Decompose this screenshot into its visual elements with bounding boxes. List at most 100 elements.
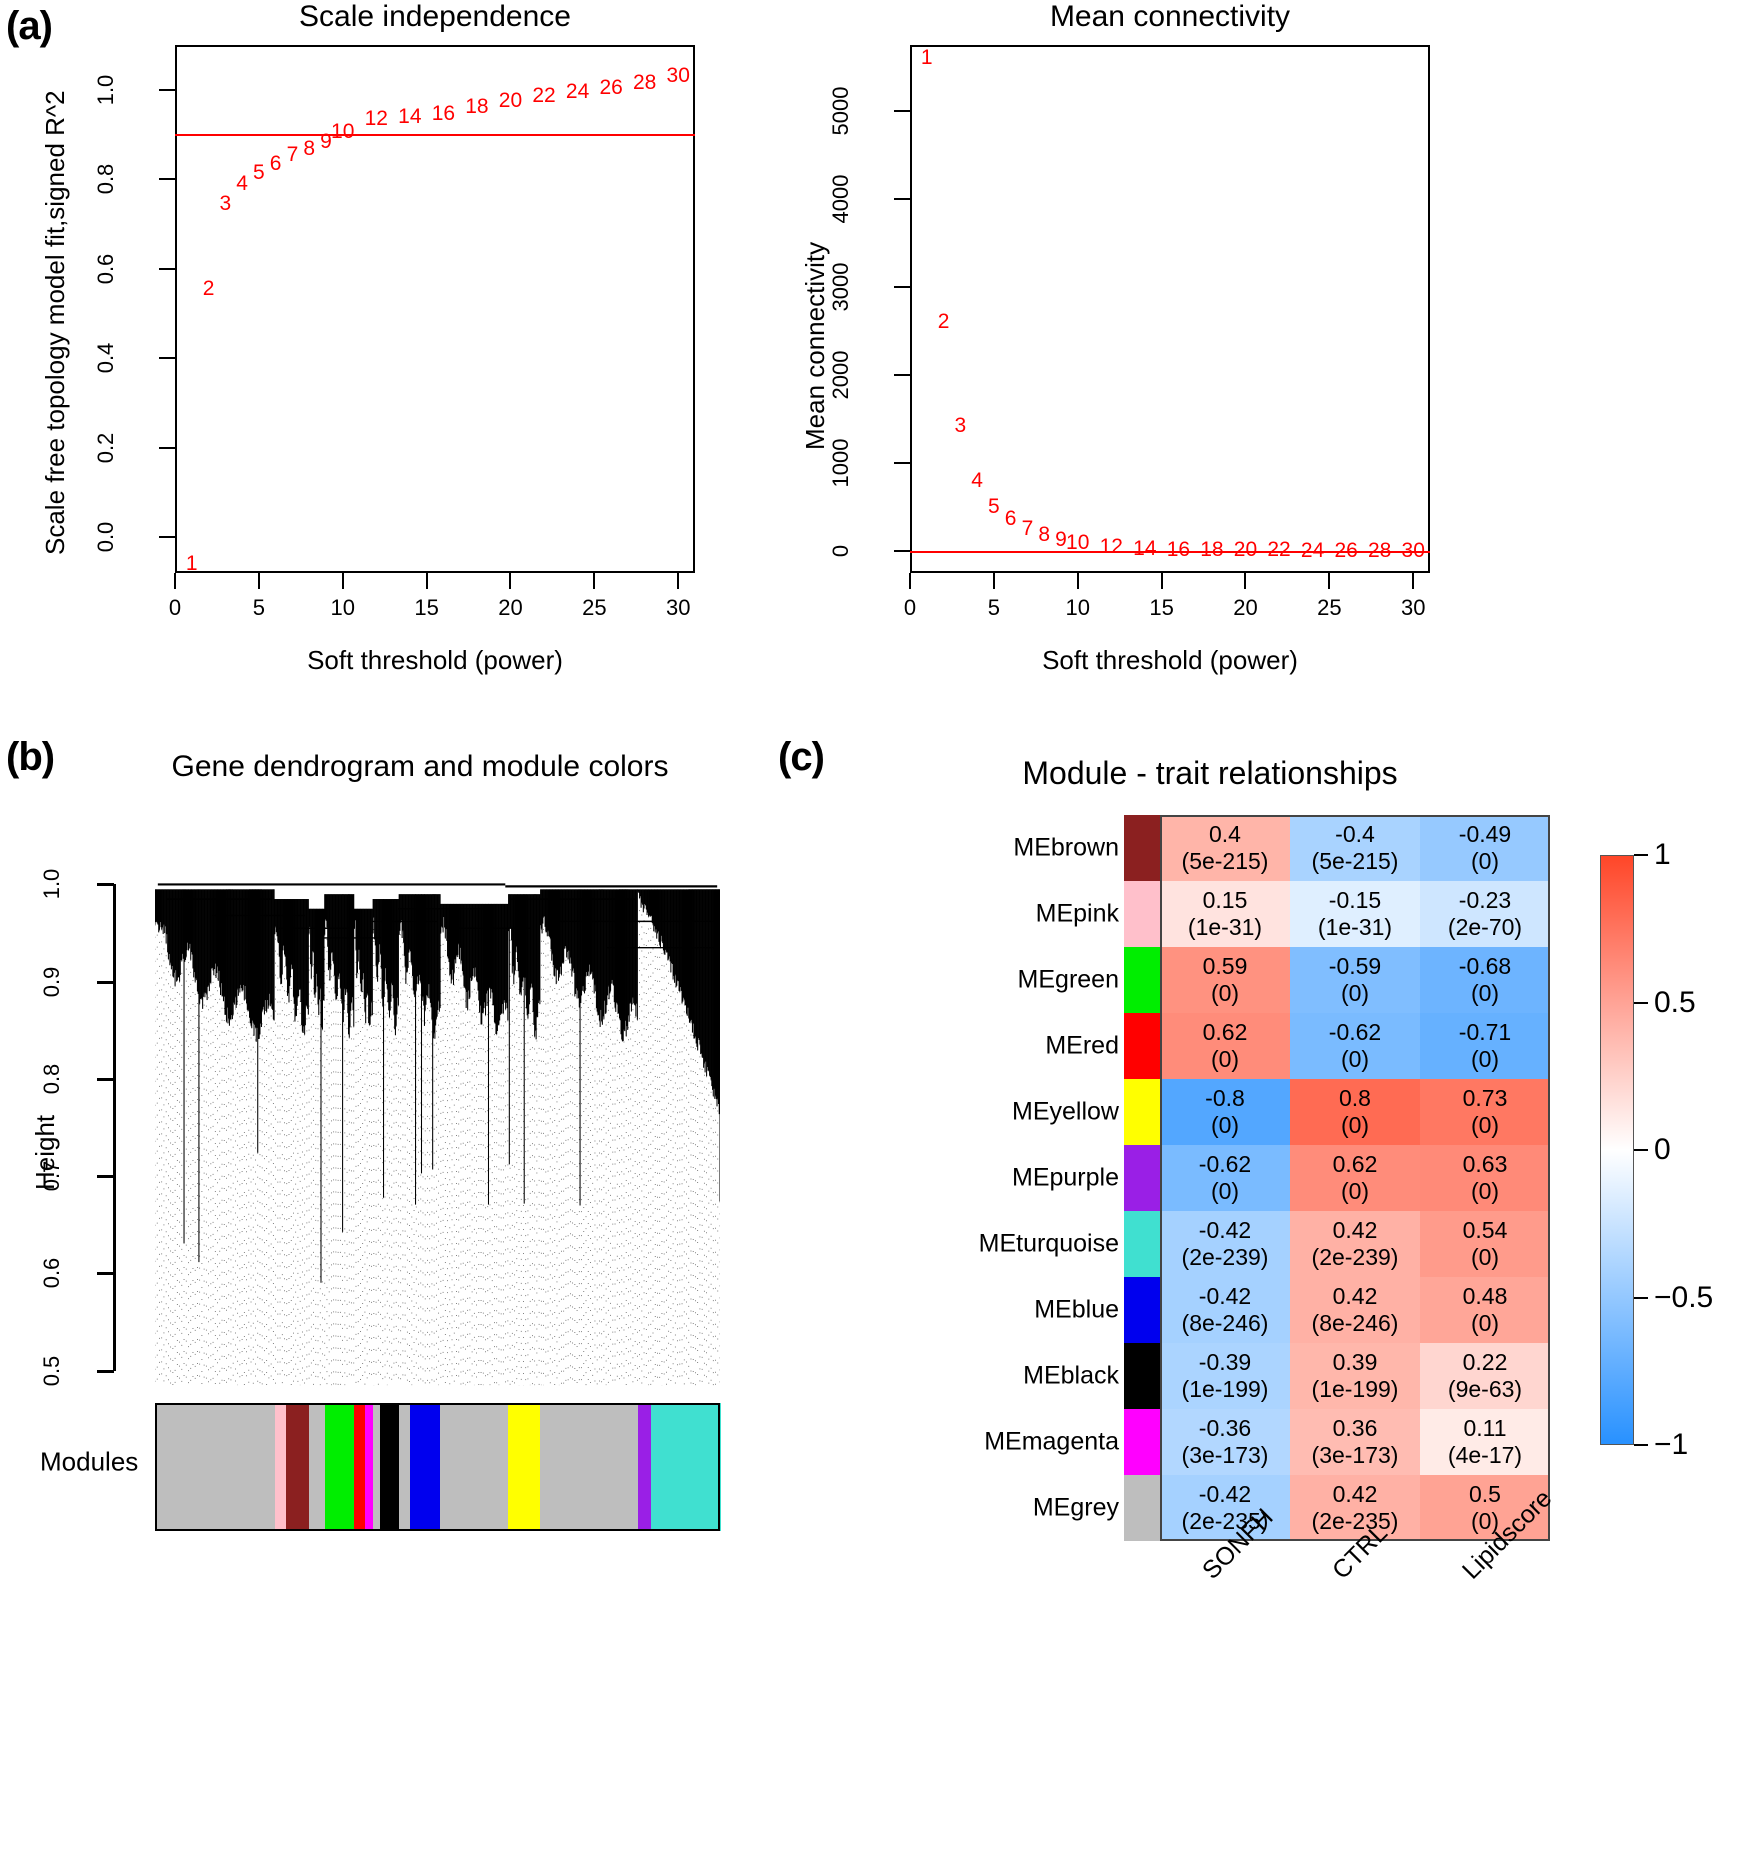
data-point-label: 3 (954, 414, 967, 438)
module-color-swatch (1124, 947, 1160, 1013)
heatmap-cell-correlation: 0.15 (1202, 886, 1248, 913)
data-point-label: 26 (1334, 538, 1358, 562)
heatmap-row-label-mepurple: MEpurple (1012, 1163, 1119, 1192)
panel-letter-c: (c) (778, 735, 825, 779)
heatmap-cell: -0.42 (8e-246) (1160, 1277, 1290, 1343)
module-color-segment (410, 1403, 441, 1531)
heatmap-cell-pvalue: (3e-173) (1311, 1442, 1399, 1468)
y-tick-label: 0.8 (39, 1063, 64, 1095)
y-tickmark (97, 1077, 114, 1081)
heatmap-cell-pvalue: (0) (1210, 1178, 1240, 1204)
heatmap-cell-pvalue: (8e-246) (1311, 1310, 1399, 1336)
data-point-label: 4 (236, 171, 248, 195)
x-tickmark (509, 573, 512, 589)
heatmap-cell-correlation: -0.71 (1458, 1018, 1512, 1045)
heatmap-cell: 0.22 (9e-63) (1420, 1343, 1550, 1409)
heatmap-cell-pvalue: (9e-63) (1447, 1376, 1523, 1402)
heatmap-cell-correlation: -0.62 (1198, 1150, 1252, 1177)
y-tickmark (97, 1272, 114, 1276)
x-tick-label: 25 (1317, 595, 1342, 620)
y-tick-label: 4000 (828, 174, 853, 224)
x-tick-label: 30 (1400, 595, 1426, 620)
dendrogram-y-axis (113, 884, 116, 1371)
heatmap-cell-correlation: 0.62 (1332, 1150, 1378, 1177)
data-point-label: 28 (632, 71, 657, 95)
heatmap-cell-correlation: -0.39 (1198, 1348, 1252, 1375)
y-tick-label: 1.0 (39, 869, 64, 900)
heatmap-row-label-meblue: MEblue (1034, 1295, 1119, 1324)
data-point-label: 16 (1166, 537, 1191, 561)
y-tickmark (894, 198, 910, 200)
heatmap-cell: -0.4 (5e-215) (1290, 815, 1420, 881)
scale-independence-plot-box (175, 45, 695, 573)
heatmap-row-label-mered: MEred (1045, 1031, 1119, 1060)
scale-independence-ylabel: Scale free topology model fit,signed R^2 (40, 90, 70, 555)
heatmap-cell: 0.73 (0) (1420, 1079, 1550, 1145)
data-point-label: 4 (971, 469, 983, 493)
data-point-label: 5 (988, 495, 1000, 518)
y-tick-label: 0.7 (39, 1160, 64, 1192)
heatmap-row-label-megreen: MEgreen (1017, 965, 1119, 994)
heatmap-cell: 0.39 (1e-199) (1290, 1343, 1420, 1409)
heatmap-cell: 0.63 (0) (1420, 1145, 1550, 1211)
module-color-segment (372, 1403, 381, 1531)
y-tickmark (894, 462, 910, 464)
module-color-segment (155, 1403, 276, 1531)
heatmap-cell-correlation: 0.22 (1462, 1348, 1508, 1375)
panel-letter-a: (a) (6, 4, 53, 48)
heatmap-cell: -0.39 (1e-199) (1160, 1343, 1290, 1409)
y-tick-label: 3000 (828, 262, 853, 312)
y-tick-label: 0.4 (93, 342, 118, 374)
heatmap-cell: -0.36 (3e-173) (1160, 1409, 1290, 1475)
legend-tick-label: −1 (1654, 1428, 1689, 1461)
data-point-label: 20 (1233, 538, 1258, 562)
data-point-label: 12 (364, 106, 388, 130)
y-tickmark (97, 980, 114, 984)
module-color-swatch (1124, 1343, 1160, 1409)
y-tickmark (159, 267, 175, 270)
y-tick-label: 0.6 (39, 1258, 64, 1289)
x-tick-label: 15 (414, 595, 439, 620)
module-color-swatch (1124, 1475, 1160, 1541)
heatmap-cell-correlation: 0.54 (1462, 1216, 1508, 1243)
data-point-label: 26 (599, 75, 623, 99)
mean-connectivity-xlabel: Soft threshold (power) (1042, 645, 1298, 675)
data-point-label: 10 (1066, 531, 1090, 555)
heatmap-cell-pvalue: (2e-70) (1447, 914, 1523, 940)
heatmap-row-label-memagenta: MEmagenta (984, 1427, 1119, 1456)
heatmap-cell-correlation: -0.15 (1328, 886, 1382, 913)
x-tick-label: 5 (252, 595, 265, 620)
heatmap-row-label-mepink: MEpink (1035, 899, 1119, 928)
heatmap-cell-correlation: 0.39 (1332, 1348, 1378, 1375)
y-tick-label: 1000 (828, 438, 853, 488)
module-color-bar-frame (155, 1403, 720, 1531)
heatmap-cell-pvalue: (8e-246) (1181, 1310, 1269, 1336)
module-color-segment (638, 1403, 652, 1531)
module-color-segment (308, 1403, 326, 1531)
heatmap-cell-pvalue: (1e-31) (1187, 914, 1263, 940)
y-tickmark (97, 883, 114, 887)
threshold-line (175, 134, 695, 137)
module-color-swatch (1124, 1211, 1160, 1277)
heatmap-cell-pvalue: (2e-239) (1181, 1244, 1269, 1270)
data-point-label: 8 (303, 136, 316, 160)
heatmap-cell-correlation: -0.68 (1458, 952, 1512, 979)
data-point-label: 22 (532, 84, 556, 108)
heatmap-cell: -0.59 (0) (1290, 947, 1420, 1013)
legend-tickmark (1634, 1444, 1648, 1446)
x-tickmark (593, 573, 596, 589)
heatmap-cell: -0.23 (2e-70) (1420, 881, 1550, 947)
x-tickmark (992, 573, 995, 589)
heatmap-cell-pvalue: (2e-239) (1311, 1244, 1399, 1270)
heatmap-cell: -0.42 (2e-239) (1160, 1211, 1290, 1277)
modules-label: Modules (40, 1446, 139, 1477)
module-color-swatch (1124, 1277, 1160, 1343)
y-tickmark (97, 1175, 114, 1179)
heatmap-cell-correlation: -0.42 (1198, 1480, 1252, 1507)
heatmap-cell: -0.42 (2e-235) (1160, 1475, 1290, 1541)
heatmap-cell: -0.15 (1e-31) (1290, 881, 1420, 947)
legend-tick-label: 0.5 (1654, 985, 1696, 1019)
heatmap-cell-pvalue: (0) (1340, 1178, 1370, 1204)
module-color-segment (399, 1403, 411, 1531)
heatmap-cell-correlation: -0.49 (1458, 820, 1512, 847)
